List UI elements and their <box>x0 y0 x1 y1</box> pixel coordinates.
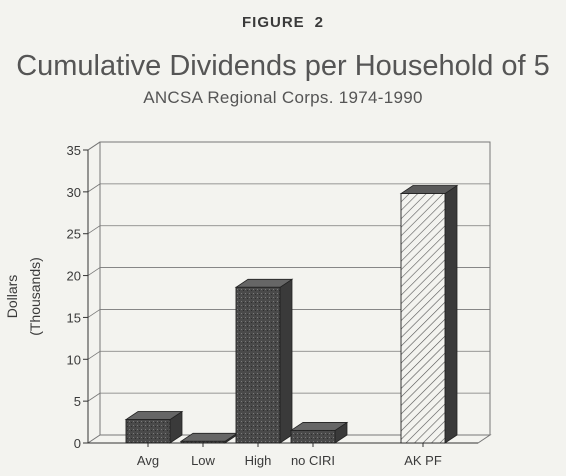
y-tick-label: 0 <box>74 436 81 451</box>
x-tick-label: AK PF <box>404 453 442 468</box>
bar-front <box>180 440 226 444</box>
gridline-diag <box>87 309 101 318</box>
y-tick-label: 25 <box>67 227 81 242</box>
label-layer: 0 5 10 15 20 25 30 35 Avg Low High no CIRI AK PF Doll… <box>4 143 442 468</box>
bar-layer <box>124 184 459 444</box>
y-tick-label: 10 <box>67 352 81 367</box>
bar-high <box>234 278 294 444</box>
bar-low <box>179 432 239 444</box>
bar-front <box>400 193 446 444</box>
y-axis-units: (Thousands) <box>27 257 43 336</box>
bar-side <box>279 278 293 444</box>
gridline-diag <box>87 267 101 276</box>
x-tick-label: High <box>245 453 272 468</box>
gridline-diag <box>87 225 101 235</box>
bar-ak-pf <box>399 184 459 444</box>
x-tick-label: no CIRI <box>291 453 335 468</box>
y-tick-label: 35 <box>67 143 81 158</box>
chart-subtitle: ANCSA Regional Corps. 1974-1990 <box>143 88 423 107</box>
figure-label-text: FIGURE <box>241 14 305 31</box>
gridline-diag <box>87 141 101 151</box>
y-tick-label: 5 <box>74 394 81 409</box>
gridline-diag <box>87 183 101 193</box>
bar-side <box>444 184 458 444</box>
bar-no-ciri <box>289 421 349 444</box>
gridline-diag <box>87 350 101 360</box>
chart-title: Cumulative Dividends per Household of 5 <box>16 50 550 82</box>
x-tick-label: Low <box>191 453 215 468</box>
bar-front <box>235 286 281 444</box>
y-tick-label: 30 <box>67 185 81 200</box>
y-tick-label: 20 <box>67 269 81 284</box>
figure-label: FIGURE 2 <box>0 14 566 31</box>
bar-front <box>125 419 171 444</box>
figure-number: 2 <box>314 14 324 31</box>
bar-avg <box>124 410 184 444</box>
y-axis-label: Dollars <box>4 275 20 319</box>
y-tick-label: 15 <box>67 310 81 325</box>
x-tick-label: Avg <box>137 453 159 468</box>
gridline-diag <box>87 392 101 402</box>
bar-front <box>290 429 336 444</box>
